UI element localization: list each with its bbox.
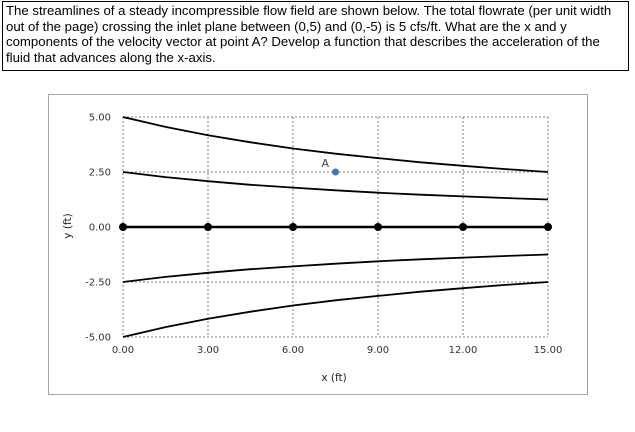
centerline-marker <box>459 223 467 231</box>
y-tick-label: -2.50 <box>85 278 111 289</box>
x-tick-label: 9.00 <box>367 345 389 356</box>
streamline-chart: A 0.00 3.00 6.00 9.00 12.00 15.00 5.00 2.50 0.00… <box>48 94 588 395</box>
streamline-2 <box>122 171 549 201</box>
centerline-marker <box>374 223 382 231</box>
centerline-marker <box>204 223 212 231</box>
y-tick-label: 2.50 <box>89 168 111 179</box>
x-axis-title: x (ft) <box>321 372 346 384</box>
x-tick-label: 0.00 <box>112 345 134 356</box>
y-tick-label: 5.00 <box>89 113 111 124</box>
chart-svg: A 0.00 3.00 6.00 9.00 12.00 15.005.002.500.00… <box>62 113 562 385</box>
y-tick-label: -5.00 <box>85 333 111 344</box>
centerline-marker <box>289 223 297 231</box>
streamline-5 <box>122 281 549 338</box>
streamlines: A <box>119 116 552 338</box>
x-tick-label: 12.00 <box>449 345 478 356</box>
point-a-marker <box>332 168 339 176</box>
x-tick-label: 15.00 <box>534 345 563 356</box>
problem-statement: The streamlines of a steady incompressib… <box>2 1 629 71</box>
centerline-marker <box>544 223 552 231</box>
y-tick-label: 0.00 <box>89 223 111 234</box>
problem-text: The streamlines of a steady incompressib… <box>6 3 612 65</box>
tick-labels: 0.00 3.00 6.00 9.00 12.00 15.00 5.00 2.50 0.00 -2… <box>85 113 562 357</box>
streamline-4 <box>122 253 549 283</box>
y-axis-title: y (ft) <box>62 213 74 238</box>
streamline-1 <box>122 116 549 173</box>
point-a-label: A <box>322 157 330 170</box>
centerline-marker <box>119 223 127 231</box>
x-tick-label: 6.00 <box>282 345 304 356</box>
x-tick-label: 3.00 <box>197 345 219 356</box>
